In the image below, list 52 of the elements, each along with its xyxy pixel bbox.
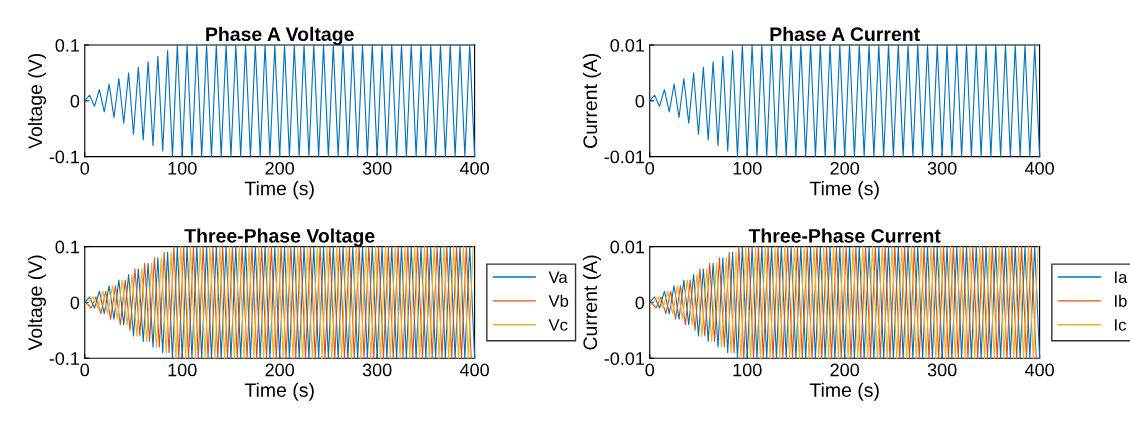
x-tick-label: 400	[459, 161, 489, 175]
x-axis-title: Time (s)	[244, 382, 314, 401]
legend-label: Ia	[1115, 271, 1128, 284]
x-tick-label: 300	[927, 363, 957, 377]
y-tick-label: 0	[635, 94, 645, 108]
legend-label: Ic	[1115, 319, 1127, 331]
chart-title: Phase A Voltage	[206, 26, 354, 45]
x-tick-label: 100	[168, 363, 197, 377]
x-tick-label: 400	[459, 363, 489, 377]
x-tick-label: 0	[645, 363, 655, 377]
legend-label: Va	[548, 271, 568, 284]
x-tick-label: 300	[362, 363, 392, 377]
y-tick-label: 0.1	[55, 38, 80, 52]
x-tick-label: 200	[830, 363, 860, 377]
legend-label: Ib	[1115, 294, 1127, 307]
y-axis-title: Voltage (V)	[27, 53, 46, 149]
chart-title: Three-Phase Current	[748, 228, 941, 243]
y-tick-label: 0	[635, 296, 645, 310]
chart-title: Three-Phase Voltage	[184, 228, 375, 247]
x-tick-label: 200	[265, 161, 295, 175]
y-tick-label: 0.01	[610, 38, 645, 52]
y-tick-label: -0.01	[604, 352, 645, 365]
y-tick-label: -0.1	[49, 352, 80, 365]
legend-label: Vc	[548, 319, 568, 331]
line-series	[84, 44, 476, 158]
y-axis-title: Voltage (V)	[27, 255, 46, 351]
x-tick-label: 400	[1024, 363, 1054, 377]
legend-label: Vb	[548, 294, 569, 307]
y-tick-label: 0.1	[55, 240, 80, 254]
x-tick-label: 200	[265, 363, 295, 377]
y-tick-label: -0.01	[604, 150, 645, 164]
y-tick-label: 0	[70, 296, 80, 310]
x-tick-label: 200	[830, 161, 860, 175]
x-tick-label: 100	[168, 161, 197, 175]
x-tick-label: 0	[645, 161, 655, 175]
line-series	[649, 44, 1041, 158]
x-tick-label: 100	[733, 363, 762, 377]
x-tick-label: 300	[362, 161, 392, 175]
x-tick-label: 300	[927, 161, 957, 175]
y-axis-title: Current (A)	[582, 255, 601, 350]
y-tick-label: 0.01	[610, 240, 645, 254]
x-tick-label: 400	[1024, 161, 1054, 175]
chart-title: Phase A Current	[770, 26, 920, 42]
y-axis-title: Current (A)	[582, 53, 601, 148]
y-tick-label: -0.1	[49, 150, 80, 164]
x-axis-title: Time (s)	[244, 181, 314, 200]
x-tick-label: 0	[80, 363, 90, 377]
x-axis-title: Time (s)	[809, 382, 879, 401]
x-axis-title: Time (s)	[809, 181, 879, 200]
x-tick-label: 100	[733, 161, 762, 175]
x-tick-label: 0	[80, 161, 90, 175]
y-tick-label: 0	[70, 94, 80, 108]
